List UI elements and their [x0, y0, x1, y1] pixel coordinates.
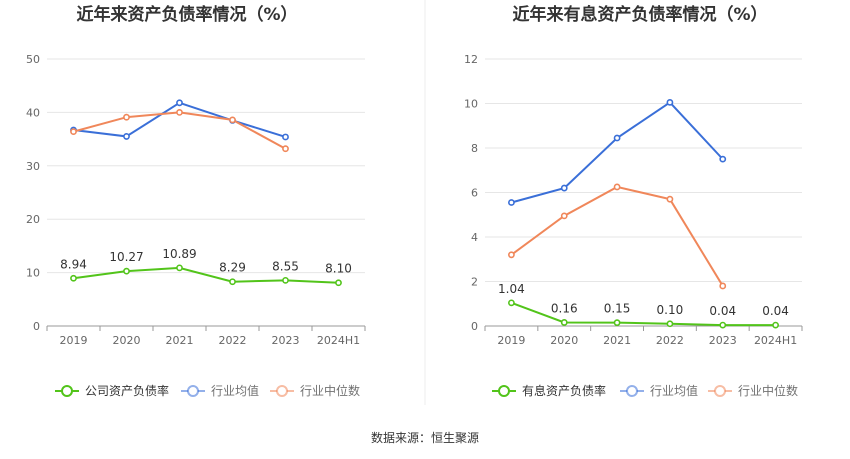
data-point — [719, 155, 727, 163]
series-line — [73, 266, 339, 284]
chart-title: 近年来资产负债率情况（%） — [76, 4, 297, 25]
data-point — [282, 133, 289, 141]
series-line — [511, 301, 776, 327]
data-point — [335, 279, 342, 287]
legend-marker — [626, 385, 638, 397]
data-label: 8.29 — [219, 261, 246, 275]
y-tick-label: 6 — [471, 187, 478, 200]
data-point — [229, 278, 236, 286]
data-point — [719, 321, 727, 329]
y-tick-label: 50 — [26, 53, 40, 66]
y-tick-label: 2 — [471, 276, 478, 289]
x-tick-label: 2019 — [497, 334, 525, 347]
series-line — [73, 111, 286, 150]
legend-label: 行业均值 — [211, 383, 259, 398]
x-tick-label: 2022 — [656, 334, 684, 347]
data-label: 1.04 — [498, 282, 525, 296]
data-point — [282, 145, 289, 153]
x-tick-label: 2024H1 — [317, 334, 360, 347]
data-point — [229, 116, 236, 124]
y-tick-label: 0 — [33, 320, 40, 333]
chart-title: 近年来有息资产负债率情况（%） — [512, 4, 767, 25]
y-tick-label: 8 — [471, 142, 478, 155]
data-point — [123, 133, 130, 140]
legend-marker — [498, 385, 510, 397]
x-tick-label: 2022 — [219, 334, 247, 347]
x-tick-label: 2019 — [60, 334, 88, 347]
data-label: 10.27 — [109, 250, 143, 264]
data-point — [719, 282, 727, 290]
data-point — [176, 99, 183, 107]
y-tick-label: 10 — [464, 98, 478, 111]
data-label: 8.94 — [60, 257, 87, 271]
data-point — [70, 274, 77, 282]
data-point — [123, 267, 130, 275]
legend-label: 行业中位数 — [300, 383, 360, 398]
legend-label: 行业中位数 — [738, 383, 798, 398]
data-point — [772, 321, 779, 329]
data-point — [613, 319, 621, 327]
data-point — [613, 134, 621, 142]
data-point — [666, 98, 674, 106]
data-point — [508, 251, 515, 259]
data-label: 0.04 — [709, 304, 736, 318]
data-point — [176, 264, 183, 272]
data-point — [123, 113, 130, 121]
x-tick-label: 2021 — [603, 334, 631, 347]
data-point — [70, 128, 77, 136]
data-point — [282, 276, 289, 284]
legend-marker — [276, 385, 288, 397]
x-tick-label: 2023 — [272, 334, 300, 347]
data-point — [666, 195, 674, 203]
data-point — [508, 199, 515, 206]
x-tick-label: 2023 — [709, 334, 737, 347]
y-tick-label: 4 — [471, 231, 478, 244]
legend-label: 有息资产负债率 — [522, 383, 606, 398]
x-tick-label: 2020 — [113, 334, 141, 347]
data-label: 0.04 — [762, 304, 789, 318]
legend-marker — [61, 385, 73, 397]
y-tick-label: 30 — [26, 160, 40, 173]
data-label: 8.10 — [325, 262, 352, 276]
data-point — [613, 183, 621, 191]
y-tick-label: 20 — [26, 213, 40, 226]
chart-asset-liability-ratio: 近年来资产负债率情况（%） 0 10 20 30 40 50 2019 2020 2021 2022… — [26, 4, 366, 398]
y-tick-label: 0 — [471, 320, 478, 333]
data-point — [560, 184, 568, 192]
chart-interest-bearing-ratio: 近年来有息资产负债率情况（%） 0 2 4 6 8 10 12 2019 2020 2021 2022… — [464, 4, 803, 398]
legend-marker — [714, 385, 726, 397]
data-point — [176, 109, 183, 116]
data-label: 0.16 — [551, 301, 578, 315]
y-tick-label: 40 — [26, 106, 40, 119]
x-tick-label: 2020 — [550, 334, 578, 347]
x-tick-label: 2021 — [166, 334, 194, 347]
data-label: 8.55 — [272, 259, 299, 273]
data-point — [560, 212, 568, 220]
y-tick-label: 10 — [26, 267, 40, 280]
data-point — [508, 299, 515, 307]
data-label: 0.10 — [657, 303, 684, 317]
legend-label: 行业均值 — [650, 383, 698, 398]
data-point — [560, 319, 568, 326]
data-label: 10.89 — [162, 247, 196, 261]
legend-label: 公司资产负债率 — [85, 383, 169, 398]
x-tick-label: 2024H1 — [754, 334, 797, 347]
data-label: 0.15 — [604, 302, 631, 316]
legend-marker — [187, 385, 199, 397]
data-point — [666, 320, 674, 328]
y-tick-label: 12 — [464, 53, 478, 66]
series-line — [510, 185, 724, 287]
source-note: 数据来源：恒生聚源 — [371, 430, 479, 445]
